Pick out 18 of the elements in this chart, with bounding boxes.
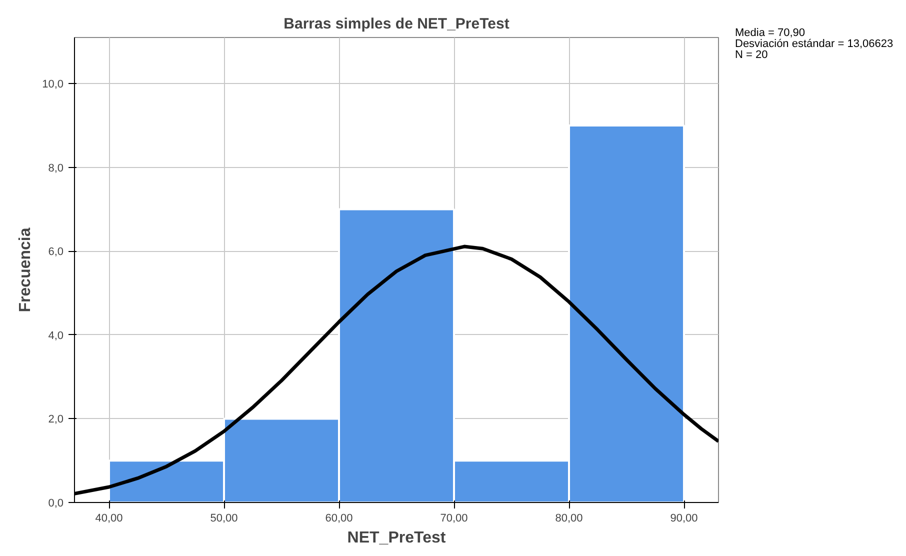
x-axis-title: NET_PreTest [347,530,446,546]
y-tick-label: 8,0 [48,162,64,174]
x-tick-label: 70,00 [440,512,468,524]
x-tick-label: 50,00 [210,512,238,524]
chart-title: Barras simples de NET_PreTest [284,16,510,32]
x-tick-label: 60,00 [325,512,353,524]
y-tick-label: 0,0 [48,498,64,510]
y-tick-label: 4,0 [48,330,64,342]
text: Desviación estándar = 13,06623 [735,38,894,50]
text: N = 20 [735,49,768,61]
y-tick-label: 2,0 [48,414,64,426]
y-axis-title: Frecuencia [17,228,34,312]
y-tick-label: 10,0 [42,78,64,91]
x-tick-label: 40,00 [95,512,123,524]
x-tick-label: 90,00 [670,512,698,524]
y-tick-label: 6,0 [48,246,64,258]
text: Media = 70,90 [735,27,806,39]
x-tick-label: 80,00 [555,512,583,524]
